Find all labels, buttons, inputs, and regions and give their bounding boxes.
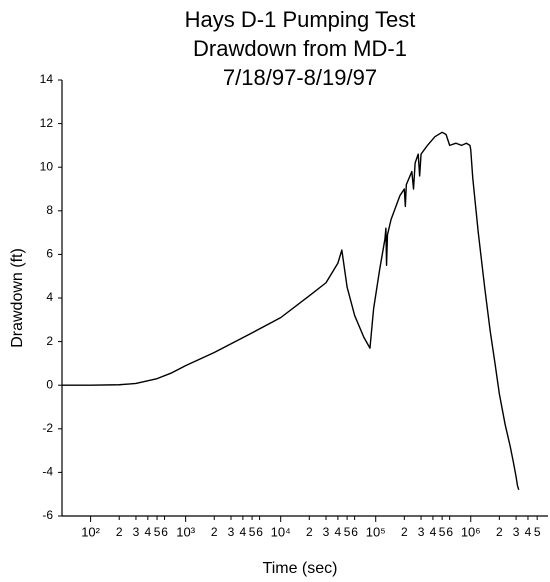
y-tick-label: 14 [40,72,54,86]
x-tick-label: 2 [211,525,218,539]
y-tick-label: 10 [40,159,54,173]
x-tick-label: 3 [228,525,235,539]
chart-title: Drawdown from MD-1 [193,36,407,61]
x-tick-label: 6 [161,525,168,539]
x-tick-label: 3 [133,525,140,539]
y-tick-label: 6 [46,247,53,261]
y-tick-label: -6 [42,508,53,522]
y-tick-label: 2 [46,334,53,348]
y-tick-label: -2 [42,421,53,435]
x-tick-label: 4 [525,525,532,539]
x-tick-label: 5 [154,525,161,539]
x-tick-label: 4 [430,525,437,539]
x-tick-label: 4 [144,525,151,539]
x-tick-label: 3 [418,525,425,539]
chart-title: Hays D-1 Pumping Test [185,7,416,32]
x-tick-label: 10⁶ [461,524,481,539]
x-tick-label: 5 [534,525,541,539]
y-tick-label: 8 [46,203,53,217]
x-tick-label: 5 [439,525,446,539]
y-tick-label: 0 [46,377,53,391]
y-axis-label: Drawdown (ft) [9,248,26,348]
x-tick-label: 4 [240,525,247,539]
y-tick-label: 12 [40,116,54,130]
x-tick-label: 5 [344,525,351,539]
x-tick-label: 10² [81,524,100,539]
x-tick-label: 2 [401,525,408,539]
x-tick-label: 6 [256,525,263,539]
x-tick-label: 10⁴ [271,524,291,539]
x-axis-label: Time (sec) [263,560,338,577]
data-line [62,131,520,491]
x-tick-label: 3 [513,525,520,539]
x-tick-label: 6 [446,525,453,539]
x-tick-label: 6 [351,525,358,539]
x-tick-label: 2 [116,525,123,539]
x-tick-label: 4 [335,525,342,539]
x-tick-label: 10³ [176,524,195,539]
y-tick-label: -4 [42,465,53,479]
y-tick-label: 4 [46,290,53,304]
chart-title: 7/18/97-8/19/97 [223,65,377,90]
x-tick-label: 10⁵ [366,524,386,539]
x-tick-label: 3 [323,525,330,539]
x-tick-label: 5 [249,525,256,539]
x-tick-label: 2 [496,525,503,539]
x-tick-label: 2 [306,525,313,539]
